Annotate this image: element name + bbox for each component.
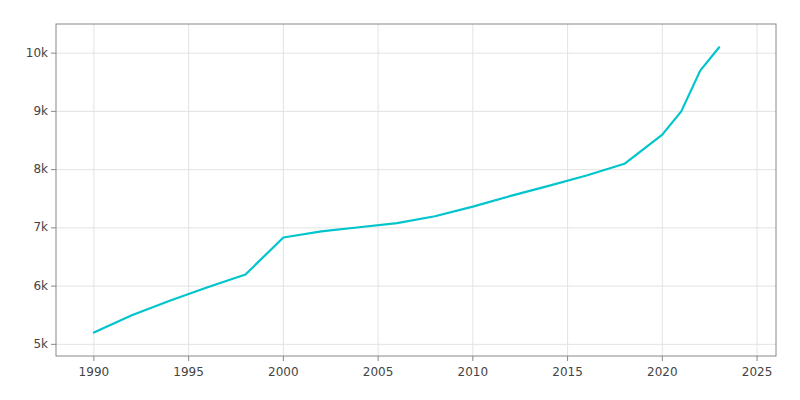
x-tick-label: 2005 xyxy=(363,365,394,379)
y-grid-line xyxy=(56,111,776,112)
x-tick-label: 2010 xyxy=(458,365,489,379)
y-tick-label: 9k xyxy=(33,104,48,118)
line xyxy=(94,47,719,332)
x-tick xyxy=(757,356,758,361)
y-tick xyxy=(51,169,56,170)
x-grid-line xyxy=(188,24,189,356)
x-grid-line xyxy=(567,24,568,356)
x-tick xyxy=(378,356,379,361)
y-grid-line xyxy=(56,169,776,170)
chart-container: 5k 6k 7k 8k 9k 10k 1990 1995 2000 2005 2010 2015 202… xyxy=(0,0,800,400)
x-grid-line xyxy=(283,24,284,356)
x-grid-line xyxy=(93,24,94,356)
y-grid-line xyxy=(56,53,776,54)
y-tick-label: 6k xyxy=(33,279,48,293)
y-tick xyxy=(51,53,56,54)
plot-area xyxy=(56,24,776,356)
x-tick xyxy=(662,356,663,361)
series-group xyxy=(94,47,719,332)
x-tick-label: 1990 xyxy=(79,365,110,379)
y-grid-line xyxy=(56,227,776,228)
y-tick-label: 10k xyxy=(26,46,48,60)
x-grid-line xyxy=(472,24,473,356)
y-tick-label: 7k xyxy=(33,220,48,234)
plot-frame xyxy=(56,24,776,356)
x-tick-label: 2000 xyxy=(268,365,299,379)
x-tick xyxy=(283,356,284,361)
y-grid-line xyxy=(56,286,776,287)
y-grid-line xyxy=(56,344,776,345)
x-tick xyxy=(188,356,189,361)
y-tick xyxy=(51,286,56,287)
x-tick xyxy=(472,356,473,361)
x-tick xyxy=(567,356,568,361)
x-grid-line xyxy=(757,24,758,356)
x-tick xyxy=(93,356,94,361)
x-grid-line xyxy=(662,24,663,356)
chart: 5k 6k 7k 8k 9k 10k 1990 1995 2000 2005 2010 2015 202… xyxy=(0,0,800,400)
grid xyxy=(56,24,776,356)
x-tick-label: 2025 xyxy=(742,365,773,379)
x-tick-label: 1995 xyxy=(173,365,204,379)
axes: 5k 6k 7k 8k 9k 10k 1990 1995 2000 2005 2010 2015 202… xyxy=(26,24,776,379)
y-tick xyxy=(51,111,56,112)
x-tick-label: 2015 xyxy=(552,365,583,379)
y-tick xyxy=(51,227,56,228)
y-tick-label: 8k xyxy=(33,162,48,176)
y-tick xyxy=(51,344,56,345)
x-grid-line xyxy=(378,24,379,356)
x-tick-label: 2020 xyxy=(647,365,678,379)
y-tick-label: 5k xyxy=(33,337,48,351)
